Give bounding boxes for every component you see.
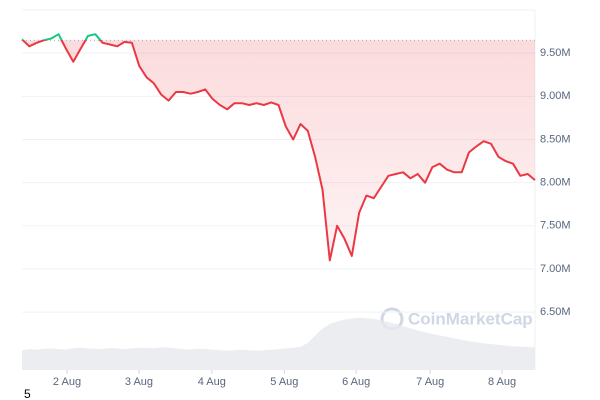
watermark-text: CoinMarketCap (408, 309, 533, 328)
y-tick-label: 9.00M (540, 90, 571, 102)
y-tick-label: 7.50M (540, 220, 571, 232)
x-tick-label: 6 Aug (342, 376, 370, 388)
volume-area (22, 317, 535, 370)
x-tick-label: 7 Aug (416, 376, 444, 388)
y-tick-label: 8.00M (540, 177, 571, 189)
x-tick-label: 3 Aug (125, 376, 153, 388)
y-tick-label: 9.50M (540, 47, 571, 59)
y-tick-label: 7.00M (540, 263, 571, 275)
x-tick-label: 4 Aug (198, 376, 226, 388)
x-tick-label: 8 Aug (488, 376, 516, 388)
price-line (21, 33, 536, 262)
price-area (22, 40, 535, 261)
x-tick-label: 5 Aug (270, 376, 298, 388)
corner-text: 5 (24, 387, 31, 400)
y-tick-label: 6.50M (540, 306, 571, 318)
x-tick-label: 2 Aug (53, 376, 81, 388)
y-tick-label: 8.50M (540, 133, 571, 145)
